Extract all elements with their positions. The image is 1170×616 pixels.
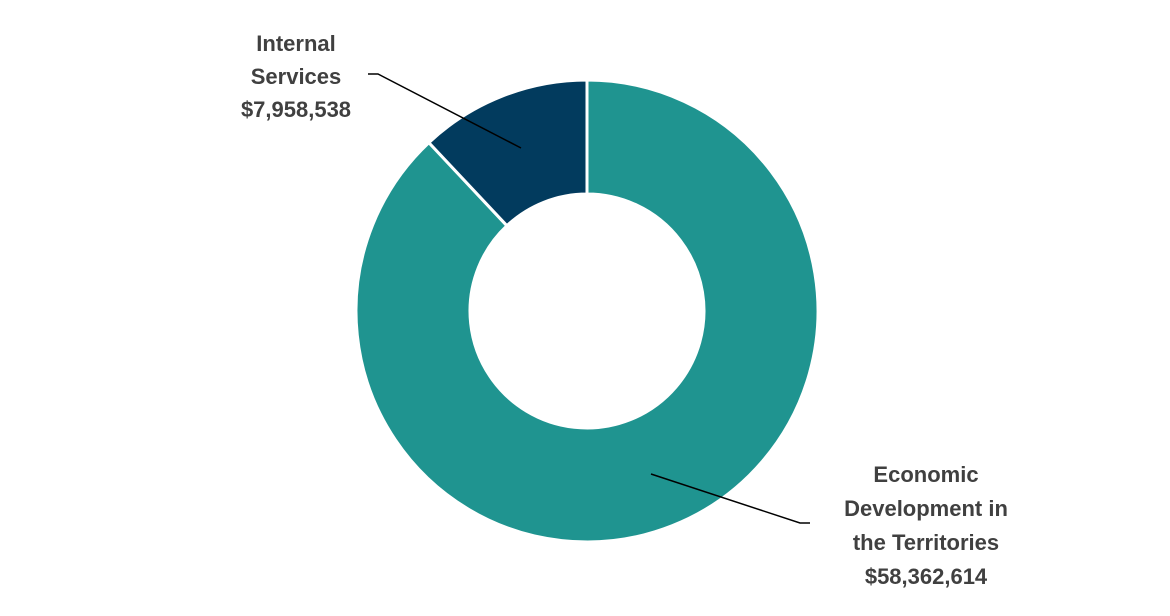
data-label-name: Development in (844, 496, 1008, 521)
slices (354, 78, 820, 544)
data-label-name: Internal (256, 31, 335, 56)
data-label-name: Economic (873, 462, 978, 487)
data-label-value: $58,362,614 (865, 564, 988, 589)
leader-line-1 (368, 73, 522, 149)
data-label-name: Services (251, 64, 342, 89)
data-label-value: $7,958,538 (241, 97, 351, 122)
data-label-name: the Territories (853, 530, 999, 555)
data-labels: Economic Development in the Territories $58… (241, 31, 1008, 589)
leader-lines (368, 73, 810, 524)
slice-0 (354, 78, 820, 544)
slice-1 (426, 78, 589, 228)
leader-line-0 (650, 473, 810, 524)
